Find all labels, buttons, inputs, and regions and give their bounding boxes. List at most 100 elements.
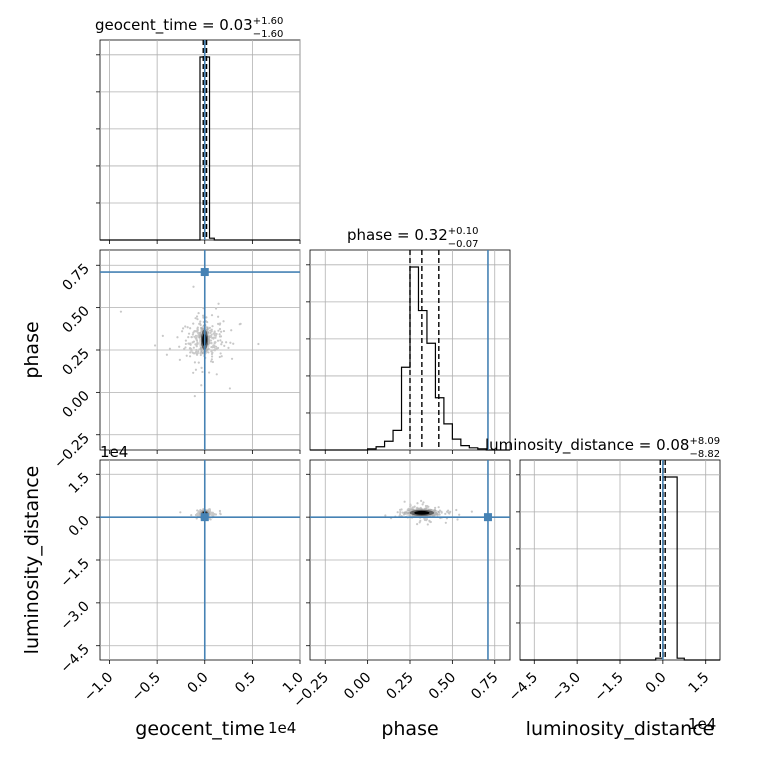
scatter-point [413, 505, 416, 508]
scatter-point [187, 332, 191, 335]
scatter-point [191, 333, 194, 336]
scatter-point [153, 344, 157, 347]
scatter-point [201, 314, 205, 317]
scatter-point [201, 352, 204, 355]
scatter-point [211, 336, 214, 339]
scatter-point [212, 336, 215, 339]
scatter-point [196, 352, 199, 355]
scatter-point [218, 509, 222, 513]
scatter-point [193, 361, 197, 364]
scatter-point [197, 350, 200, 353]
hist-panel-geocent_time: geocent_time = 0.03+1.60−1.60 [95, 16, 301, 244]
scatter-point [222, 320, 225, 323]
scatter-point [210, 349, 214, 352]
scatter-point [195, 315, 199, 318]
scatter-point [184, 346, 187, 349]
scatter-point [186, 326, 189, 329]
scatter-point [196, 318, 199, 321]
scatter-point [210, 355, 214, 358]
title-median: 0.03 [219, 16, 252, 34]
x-axis-label-luminosity_distance: luminosity_distance [526, 718, 715, 740]
scatter-point [192, 371, 195, 374]
scatter-point [444, 512, 447, 515]
scatter-point [211, 360, 215, 364]
scatter-point [209, 331, 212, 335]
scatter-point [205, 316, 208, 319]
scatter-point [189, 343, 192, 346]
scatter-point [214, 307, 218, 310]
scatter-point [402, 513, 406, 516]
scatter-point [207, 351, 210, 354]
scatter-point [197, 312, 200, 315]
scatter-point [232, 342, 235, 345]
scatter-point [438, 513, 441, 516]
scatter-point [399, 510, 402, 514]
title-minus: −1.60 [253, 29, 284, 40]
title-equals: = [197, 16, 219, 34]
y-tick-label: 0.0 [66, 513, 93, 540]
y-tick-label: −0.25 [51, 430, 93, 472]
scatter-point [210, 345, 213, 349]
scatter-point [416, 506, 419, 509]
scatter-point [210, 333, 213, 336]
scatter-point [198, 348, 201, 351]
title-name: luminosity_distance [485, 436, 634, 455]
x-tick-label: 0.75 [468, 670, 501, 703]
scatter-point [192, 322, 195, 325]
scatter-point [229, 341, 232, 344]
y-tick-label: 0.50 [59, 303, 92, 336]
scatter-point [200, 346, 203, 350]
scatter-point [445, 510, 449, 513]
scatter-point [223, 344, 226, 347]
scatter-point [213, 341, 216, 344]
hist-panel-phase: phase = 0.32+0.10−0.07 [306, 226, 511, 454]
scatter-point [419, 499, 423, 502]
scatter-point [384, 514, 387, 517]
x-tick-label: 0.25 [383, 670, 416, 703]
scatter-point [447, 511, 450, 514]
histogram-geocent_time [100, 56, 300, 241]
x-tick-label: 0.00 [341, 670, 374, 703]
hist-panel-luminosity_distance: luminosity_distance = 0.08+8.09−8.82 [485, 436, 721, 664]
scatter-point [218, 335, 222, 338]
scatter-point [219, 339, 222, 342]
scatter-point [230, 329, 233, 332]
scatter-point [165, 353, 168, 356]
scatter-point [197, 510, 200, 513]
scatter-point [178, 345, 181, 348]
scatter-point [458, 513, 461, 516]
x-axis-label-phase: phase [381, 718, 438, 740]
truth-marker [483, 513, 492, 522]
scatter-point [436, 512, 439, 516]
scatter-point [190, 514, 193, 517]
title-equals: = [392, 226, 414, 244]
scatter-point [197, 334, 200, 337]
scatter-point [401, 511, 404, 514]
scatter-point [410, 507, 413, 510]
x-tick-label: −4.5 [506, 670, 541, 705]
density-contour-inner [414, 510, 430, 515]
scatter-point [196, 326, 199, 329]
scatter-point [206, 326, 209, 329]
panel-title: phase = 0.32+0.10 [347, 226, 478, 244]
x-tick-label: −1.0 [81, 670, 116, 705]
scatter-point [211, 511, 214, 514]
scatter-point [396, 511, 399, 514]
scatter-point [415, 523, 419, 526]
scatter-point [219, 352, 222, 355]
scatter-point [187, 335, 190, 339]
scatter-point [437, 510, 440, 513]
scatter-point [230, 357, 234, 360]
scatter-point [403, 500, 406, 503]
scatter-panel-phase-luminosity_distance [306, 459, 511, 664]
title-equals: = [634, 436, 656, 454]
y-axis-label-luminosity_distance: luminosity_distance [21, 466, 43, 655]
scatter-point [199, 353, 202, 357]
scatter-point [211, 351, 214, 354]
scatter-point [455, 508, 458, 512]
scatter-point [209, 342, 213, 345]
title-median: 0.08 [656, 436, 689, 454]
scatter-point [208, 509, 211, 512]
scatter-point [197, 361, 200, 364]
x-tick-label: 0.0 [643, 670, 670, 697]
